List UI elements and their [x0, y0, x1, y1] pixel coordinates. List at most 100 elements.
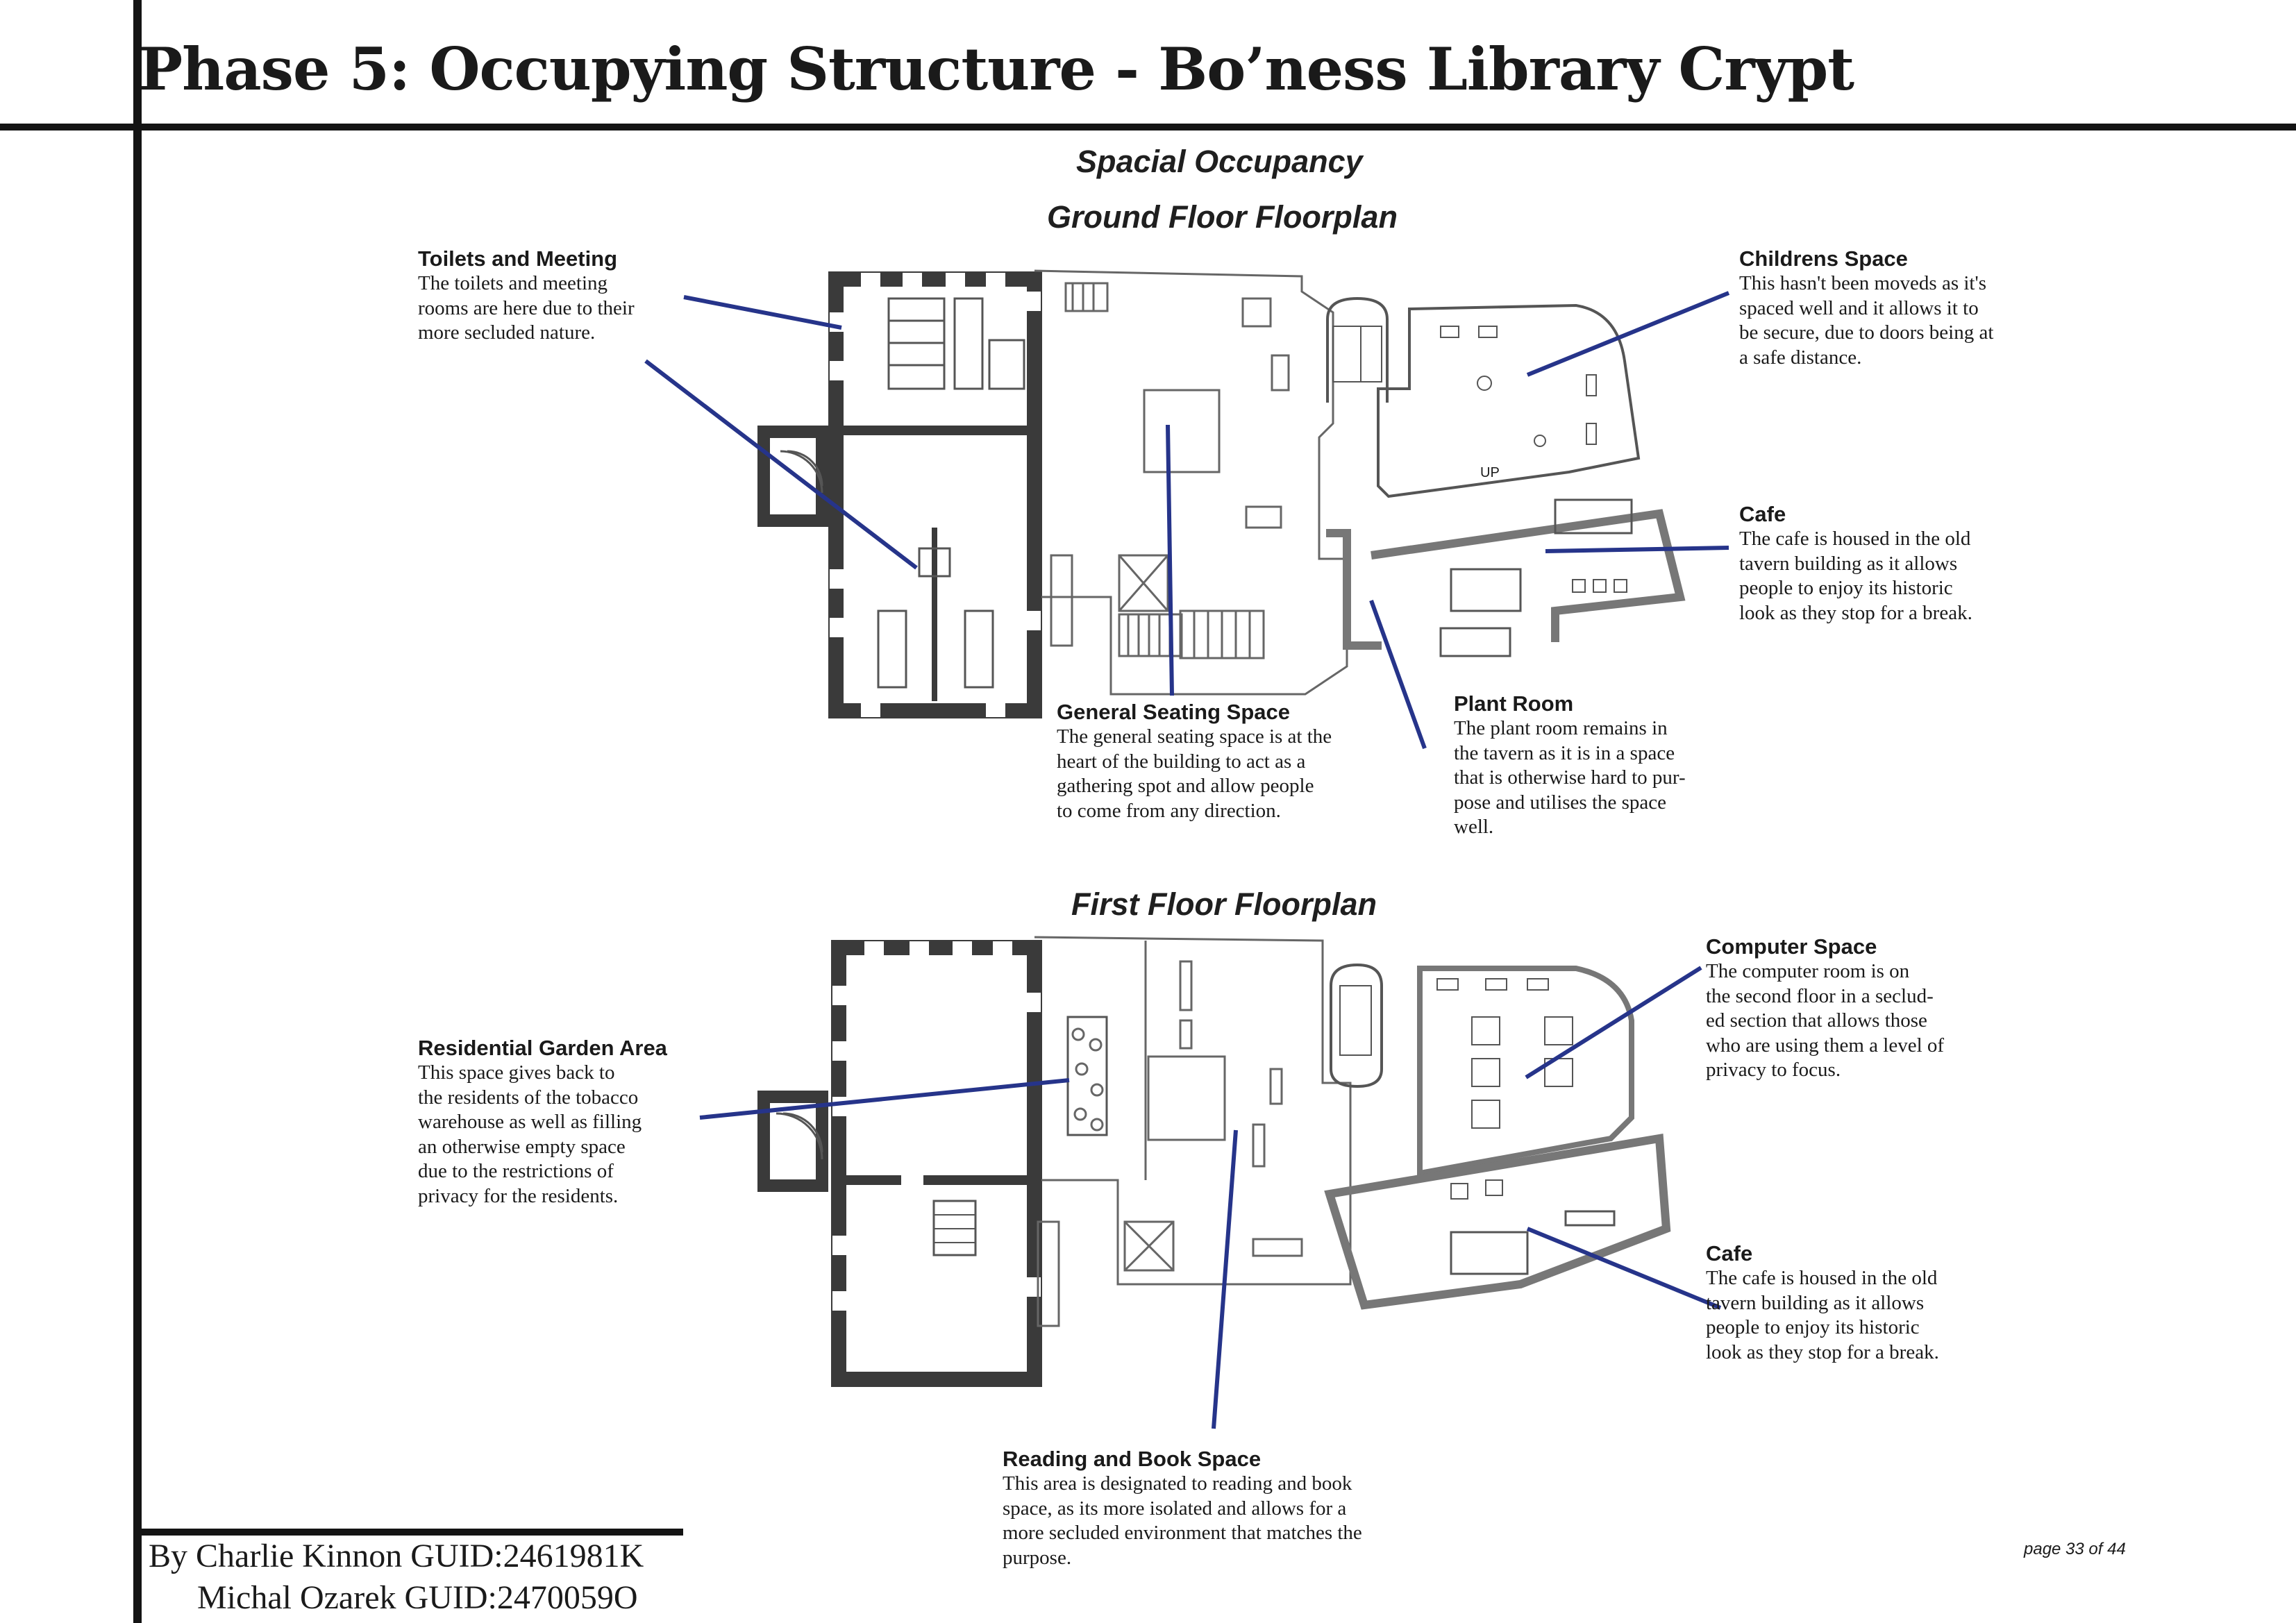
first-floor-plan: [757, 936, 1671, 1387]
annotation-line: be secure, due to doors being at: [1739, 321, 1994, 344]
page-title: Phase 5: Occupying Structure - Bo’ness L…: [139, 35, 1854, 103]
leader-general-seating: [1166, 424, 1174, 696]
annotation-line: heart of the building to act as a: [1057, 750, 1306, 773]
annotation-line: The cafe is housed in the old: [1706, 1267, 1938, 1289]
annotation-title: General Seating Space: [1057, 700, 1290, 724]
annotation-line: This hasn't been moveds as it's: [1739, 272, 1986, 294]
annotation-line: This area is designated to reading and b…: [1003, 1472, 1352, 1495]
annotation-title: Computer Space: [1706, 934, 1877, 959]
annotation-line: due to the restrictions of: [418, 1160, 614, 1182]
annotation-line: people to enjoy its historic: [1739, 577, 1953, 599]
annotation-title: Plant Room: [1454, 691, 1574, 716]
first-round-stair: [1330, 963, 1383, 1088]
leader-residential-garden: [699, 1078, 1070, 1120]
first-tavern: [1324, 1133, 1671, 1310]
annotation-line: spaced well and it allows it to: [1739, 296, 1979, 319]
ground-central-hall: [1034, 269, 1348, 696]
annotation-line: tavern building as it allows: [1706, 1291, 1925, 1314]
annotation-line: privacy to focus.: [1706, 1059, 1841, 1081]
annotation-line: more secluded nature.: [418, 321, 596, 344]
annotation-body: The general seating space is at the hear…: [1057, 725, 1332, 823]
annotation-line: The plant room remains in: [1454, 717, 1668, 739]
annotation-residential-garden: Residential Garden Area This space gives…: [418, 1036, 667, 1209]
annotation-line: The toilets and meeting: [418, 272, 608, 294]
annotation-body: The toilets and meeting rooms are here d…: [418, 271, 635, 346]
annotation-line: The general seating space is at the: [1057, 725, 1332, 748]
annotation-line: gathering spot and allow people: [1057, 775, 1314, 797]
ground-stair-well: [1326, 296, 1389, 403]
annotation-computer-space: Computer Space The computer room is on t…: [1706, 934, 1944, 1083]
annotation-line: a safe distance.: [1739, 346, 1862, 369]
ground-floor-heading: Ground Floor Floorplan: [1047, 199, 1398, 235]
annotation-line: look as they stop for a break.: [1706, 1340, 1939, 1363]
annotation-title: Cafe: [1706, 1241, 1753, 1265]
annotation-toilets-meeting: Toilets and Meeting The toilets and meet…: [418, 246, 635, 346]
annotation-line: tavern building as it allows: [1739, 552, 1958, 575]
annotation-title: Residential Garden Area: [418, 1036, 667, 1060]
annotation-line: This space gives back to: [418, 1061, 615, 1084]
annotation-line: the tavern as it is in a space: [1454, 741, 1675, 764]
annotation-cafe-ground: Cafe The cafe is housed in the old taver…: [1739, 502, 1972, 625]
frame-bottom-rule: [133, 1529, 683, 1536]
leader-lines: [644, 291, 1730, 1429]
leader-cafe-first: [1526, 1227, 1722, 1310]
annotation-body: The cafe is housed in the old tavern bui…: [1739, 527, 1972, 625]
annotation-cafe-first: Cafe The cafe is housed in the old taver…: [1706, 1241, 1939, 1365]
ground-childrens-space: [1377, 303, 1641, 498]
annotation-line: an otherwise empty space: [418, 1135, 626, 1158]
annotation-line: privacy for the residents.: [418, 1184, 619, 1207]
annotation-line: that is otherwise hard to pur-: [1454, 766, 1686, 789]
annotation-plant-room: Plant Room The plant room remains in the…: [1454, 691, 1686, 840]
first-west-wing: [831, 940, 1042, 1387]
annotation-childrens-space: Childrens Space This hasn't been moveds …: [1739, 246, 1993, 370]
annotation-general-seating: General Seating Space The general seatin…: [1057, 700, 1332, 823]
annotation-body: The cafe is housed in the old tavern bui…: [1706, 1266, 1939, 1365]
ground-west-wing: [828, 271, 1042, 718]
first-computer-space: [1417, 966, 1634, 1177]
annotation-line: the second floor in a seclud-: [1706, 984, 1934, 1007]
annotation-line: look as they stop for a break.: [1739, 601, 1972, 624]
annotation-line: space, as its more isolated and allows f…: [1003, 1497, 1347, 1520]
annotation-line: to come from any direction.: [1057, 799, 1281, 822]
annotation-title: Childrens Space: [1739, 246, 1908, 271]
leader-reading: [1212, 1129, 1238, 1429]
up-label: UP: [1480, 465, 1500, 480]
credit-line-1: By Charlie Kinnon GUID:2461981K: [149, 1538, 644, 1574]
annotation-line: warehouse as well as filling: [418, 1111, 642, 1133]
annotation-body: The plant room remains in the tavern as …: [1454, 716, 1686, 840]
page-number: page 33 of 44: [2024, 1540, 2126, 1558]
leader-childrens: [1526, 291, 1730, 377]
annotation-body: This hasn't been moveds as it's spaced w…: [1739, 271, 1993, 370]
annotation-title: Toilets and Meeting: [418, 246, 618, 271]
first-central-core: [1034, 936, 1352, 1327]
leader-toilets: [683, 295, 842, 330]
annotation-line: who are using them a level of: [1706, 1034, 1945, 1057]
annotation-body: The computer room is on the second floor…: [1706, 959, 1944, 1083]
annotation-title: Cafe: [1739, 502, 1786, 526]
section-heading: Spacial Occupancy: [1076, 144, 1363, 179]
frame-top-rule: [0, 124, 2296, 131]
annotation-line: rooms are here due to their: [418, 296, 635, 319]
annotation-body: This area is designated to reading and b…: [1003, 1472, 1362, 1570]
first-stair-tower: [757, 1091, 828, 1192]
leader-computer: [1525, 966, 1702, 1079]
annotation-line: pose and utilises the space: [1454, 791, 1667, 814]
annotation-line: well.: [1454, 816, 1494, 838]
annotation-body: This space gives back to the residents o…: [418, 1061, 667, 1209]
annotation-title: Reading and Book Space: [1003, 1447, 1262, 1471]
leader-plant-room: [1369, 599, 1427, 750]
annotation-line: the residents of the tobacco: [418, 1086, 639, 1109]
ground-floor-plan: [757, 269, 1686, 718]
annotation-line: ed section that allows those: [1706, 1009, 1927, 1032]
leader-meeting: [644, 359, 918, 570]
ground-stair-tower: [757, 426, 828, 527]
leader-cafe-ground: [1545, 546, 1729, 553]
annotation-line: people to enjoy its historic: [1706, 1316, 1920, 1338]
credit-line-2: Michal Ozarek GUID:2470059O: [197, 1579, 638, 1616]
annotation-reading-book: Reading and Book Space This area is desi…: [1003, 1447, 1362, 1570]
frame-vertical-rule: [133, 0, 142, 1623]
annotation-line: purpose.: [1003, 1546, 1072, 1569]
ground-tavern: [1326, 498, 1686, 657]
annotation-line: The cafe is housed in the old: [1739, 528, 1971, 550]
